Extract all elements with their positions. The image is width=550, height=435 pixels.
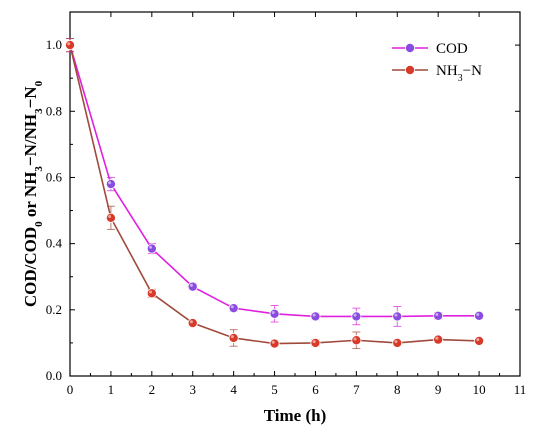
data-point-highlight (230, 305, 234, 309)
data-point-highlight (189, 283, 193, 287)
data-point (351, 311, 362, 322)
data-point-highlight (230, 335, 234, 339)
data-point (269, 338, 280, 349)
data-point (310, 311, 321, 322)
series-layer (65, 37, 485, 350)
data-point-highlight (312, 313, 316, 317)
data-point-highlight (435, 312, 439, 316)
legend: COD NH3−N (392, 41, 482, 84)
y-tick-label: 0.8 (46, 103, 62, 118)
data-point-highlight (312, 340, 316, 344)
data-point (187, 318, 198, 329)
x-tick-label: 11 (514, 382, 527, 397)
data-point (474, 310, 485, 321)
data-point-highlight (435, 336, 439, 340)
data-point-highlight (67, 42, 71, 46)
series-0 (65, 37, 485, 327)
legend-item-0: COD (392, 41, 468, 57)
data-point (65, 40, 76, 51)
y-tick-label: 0.6 (46, 169, 63, 184)
legend-swatch-marker (404, 43, 415, 54)
data-point (105, 179, 116, 190)
x-tick-label: 5 (271, 382, 278, 397)
x-tick-label: 8 (394, 382, 401, 397)
data-point (433, 310, 444, 321)
y-axis-label: COD/COD0 or NH3−N/NH3−N0 (21, 80, 45, 307)
data-point (146, 243, 157, 254)
series-1 (65, 37, 485, 350)
data-point-highlight (476, 312, 480, 316)
data-point (392, 337, 403, 348)
data-point-highlight (394, 313, 398, 317)
data-point-highlight (149, 245, 153, 249)
series-line (69, 44, 480, 345)
y-tick-label: 0.4 (46, 236, 63, 251)
data-point (146, 288, 157, 299)
data-point (228, 332, 239, 343)
x-tick-label: 1 (108, 382, 115, 397)
x-tick-label: 9 (435, 382, 442, 397)
data-point-highlight (149, 290, 153, 294)
x-tick-label: 0 (67, 382, 74, 397)
data-point (392, 311, 403, 322)
y-tick-label: 0.2 (46, 302, 62, 317)
x-tick-label: 3 (189, 382, 196, 397)
legend-label: NH3−N (436, 63, 482, 84)
x-tick-label: 2 (149, 382, 156, 397)
data-point-highlight (353, 337, 357, 341)
data-point-highlight (271, 310, 275, 314)
data-point (351, 335, 362, 346)
data-point-highlight (353, 313, 357, 317)
data-point (105, 212, 116, 223)
series-line (69, 44, 480, 318)
data-point (433, 334, 444, 345)
data-point (269, 308, 280, 319)
data-point (187, 281, 198, 292)
x-tick-label: 7 (353, 382, 360, 397)
y-tick-label: 1.0 (46, 37, 62, 52)
x-tick-label: 10 (473, 382, 486, 397)
data-point (310, 337, 321, 348)
legend-swatch-marker (404, 65, 415, 76)
data-point-highlight (476, 338, 480, 342)
y-tick-label: 0.0 (46, 368, 62, 383)
x-tick-label: 6 (312, 382, 319, 397)
legend-label: COD (436, 41, 468, 57)
data-point-highlight (108, 215, 112, 219)
data-point (228, 303, 239, 314)
data-point-highlight (108, 181, 112, 185)
x-axis-label: Time (h) (264, 406, 327, 425)
data-point-highlight (189, 320, 193, 324)
data-point (474, 335, 485, 346)
data-point-highlight (271, 340, 275, 344)
legend-item-1: NH3−N (392, 63, 482, 84)
axes: 0 1 2 3 4 5 6 7 8 9 10 11 0.0 0.2 0.4 0.6 0.8 1.0 (46, 11, 527, 397)
x-tick-label: 4 (230, 382, 237, 397)
data-point-highlight (394, 340, 398, 344)
